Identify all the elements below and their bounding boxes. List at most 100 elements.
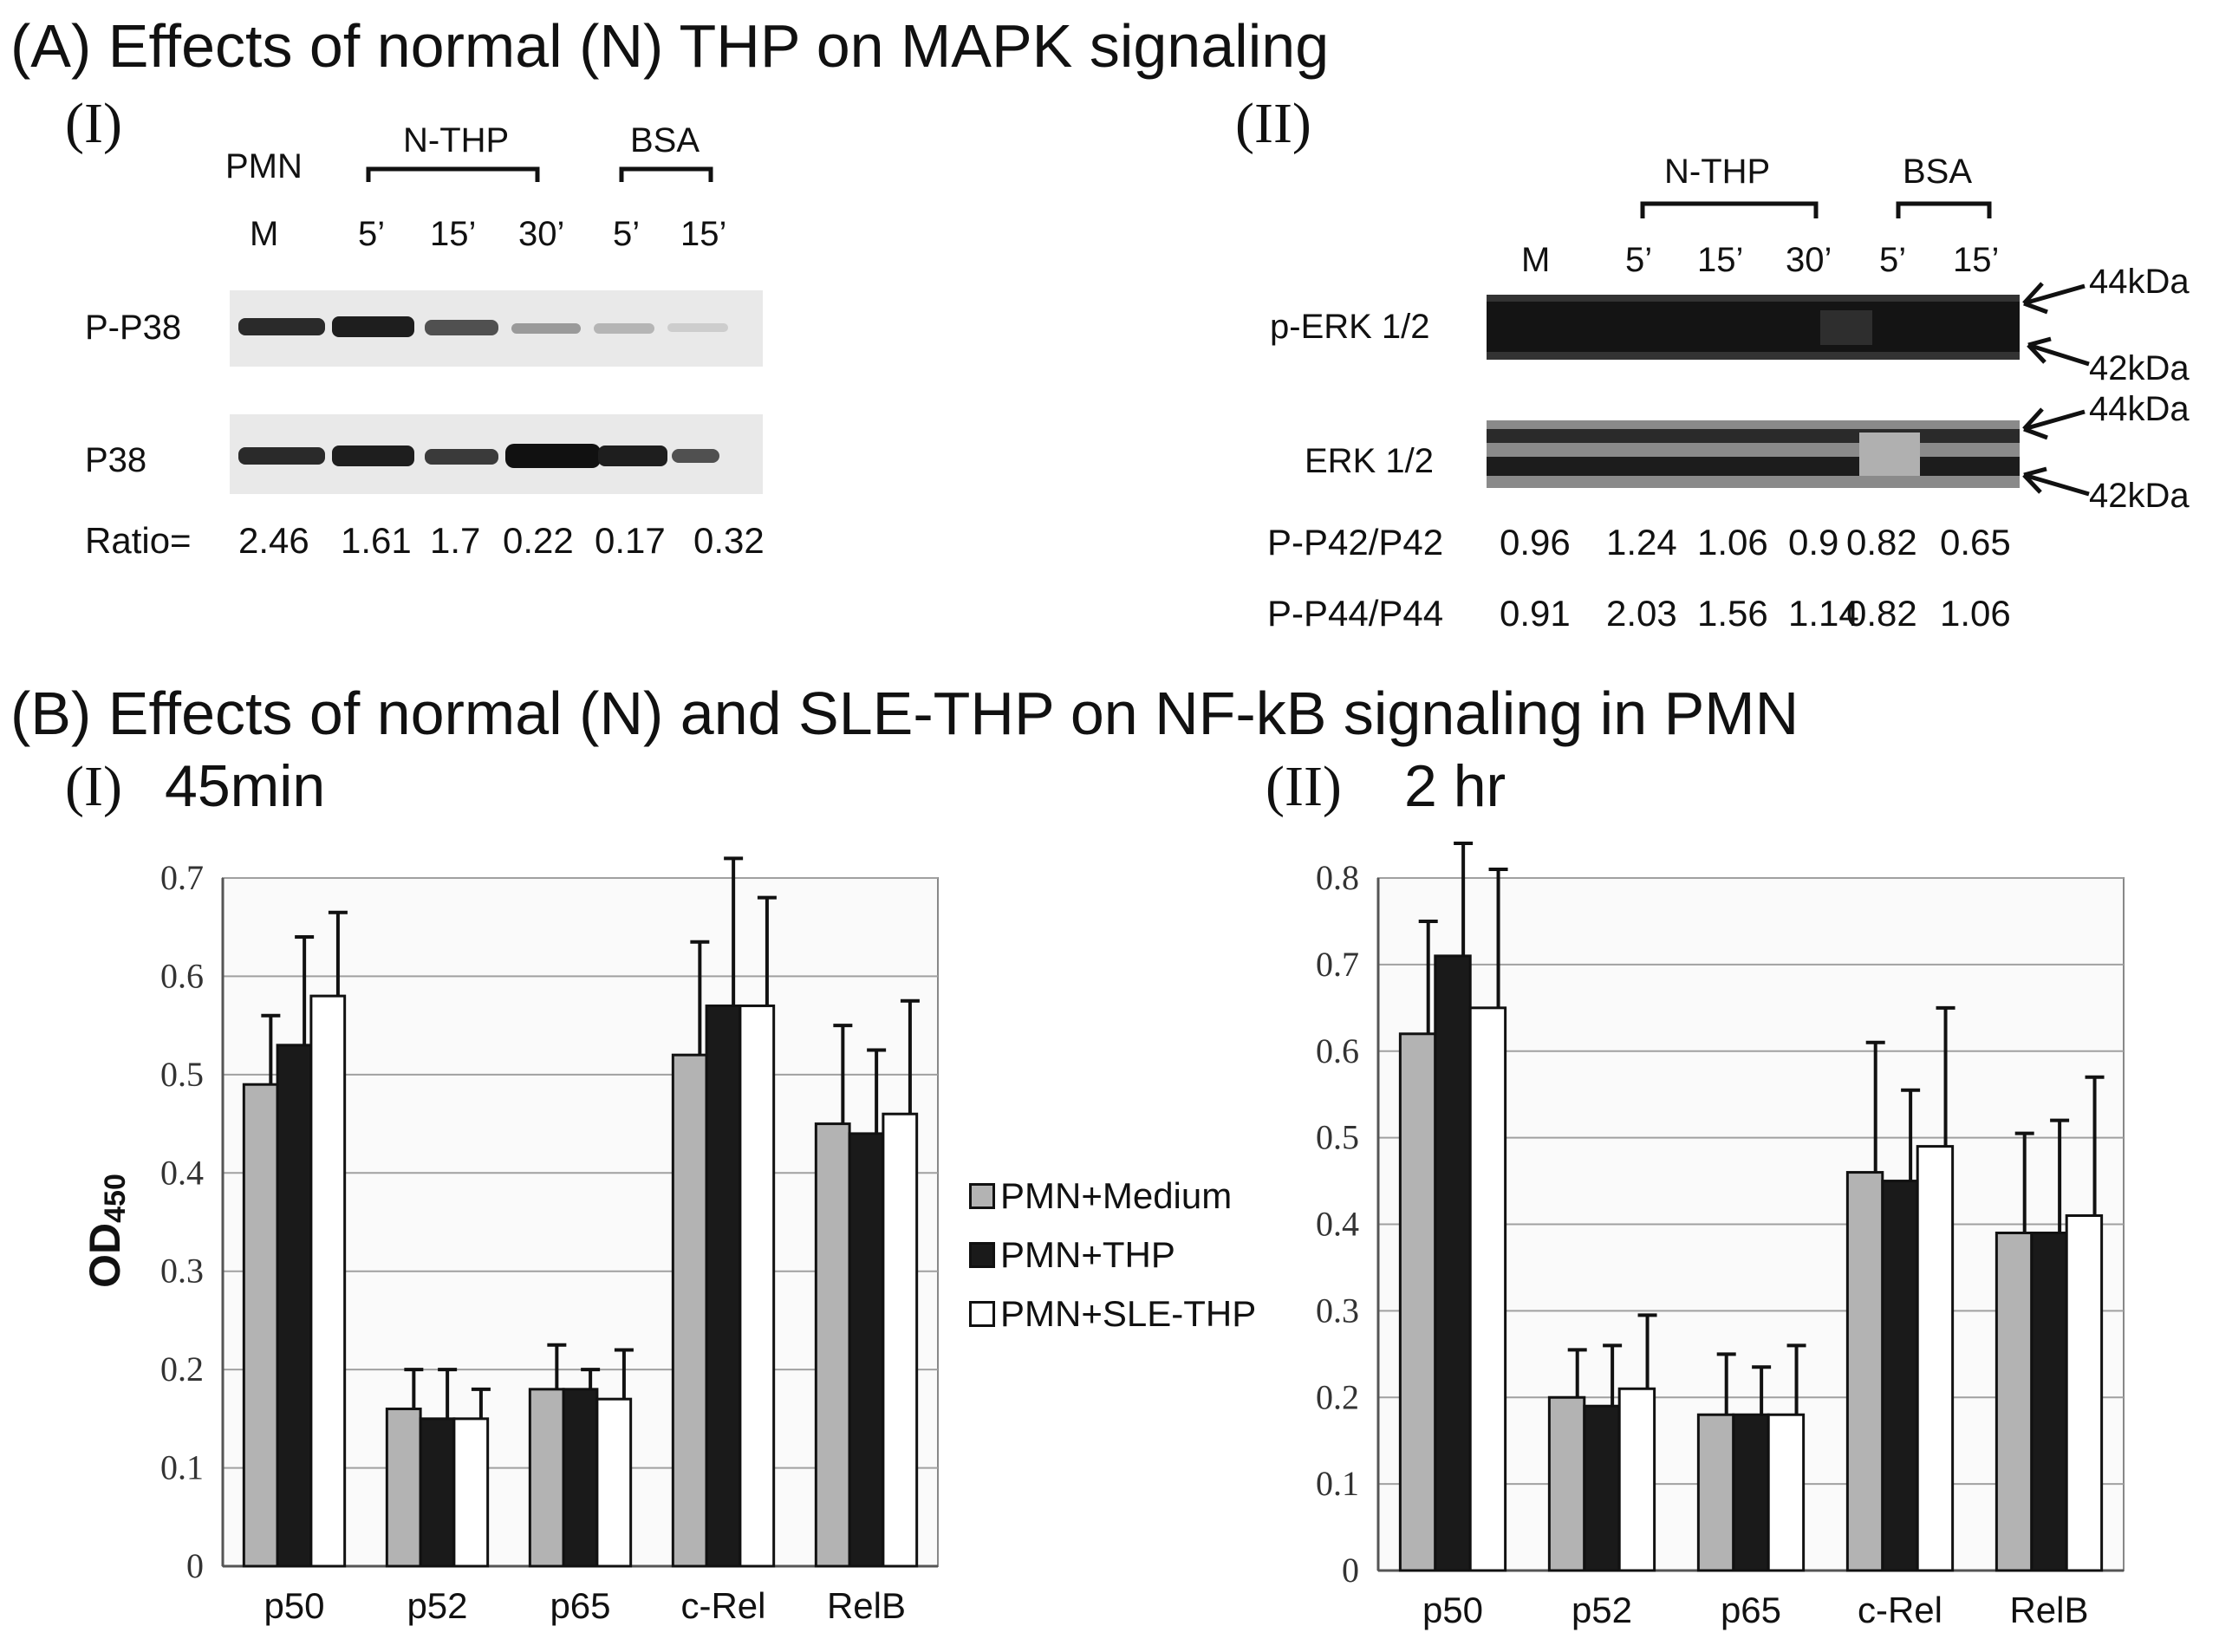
row-label-erk: ERK 1/2 xyxy=(1305,442,1434,480)
lane-label: 15’ xyxy=(1953,241,2000,279)
y-tick-label: 0.4 xyxy=(160,1153,204,1192)
bar-pmn-thp xyxy=(419,1417,456,1568)
panel-a-part-ii-label: (II) xyxy=(1235,92,1311,155)
x-category-label: p52 xyxy=(1572,1590,1632,1630)
ratio-value: 1.06 xyxy=(1697,522,1768,563)
bar-pmn-sle-thp xyxy=(882,1112,919,1568)
ratio-value: 0.91 xyxy=(1500,593,1571,634)
x-category-label: RelB xyxy=(827,1585,906,1626)
lane-label: 5’ xyxy=(358,215,386,253)
bar-pmn-medium xyxy=(814,1122,851,1568)
bar-pmn-sle-thp xyxy=(739,1004,776,1568)
y-tick-label: 0.5 xyxy=(160,1055,204,1094)
y-tick-label: 0.5 xyxy=(1316,1118,1359,1157)
lane-label: 5’ xyxy=(1625,241,1653,279)
lane-label: M xyxy=(250,215,279,253)
y-tick-label: 0 xyxy=(186,1546,204,1585)
legend: PMN+Medium PMN+THP PMN+SLE-THP xyxy=(969,1167,1256,1343)
bar-pmn-sle-thp xyxy=(1617,1387,1656,1572)
chart-2-roman: (II) xyxy=(1266,755,1342,818)
x-category-label: p65 xyxy=(550,1585,610,1626)
ratio-value: 0.9 xyxy=(1788,522,1839,563)
bar-pmn-medium xyxy=(1696,1413,1735,1572)
y-tick-label: 0.1 xyxy=(1316,1464,1359,1503)
ratio-value: 0.17 xyxy=(595,520,666,561)
ratio-value: 1.06 xyxy=(1940,593,2011,634)
ratio-value: 1.24 xyxy=(1606,522,1677,563)
legend-swatch-medium xyxy=(969,1183,995,1209)
ratio-value: 2.03 xyxy=(1606,593,1677,634)
ratio-value: 1.7 xyxy=(430,520,481,561)
legend-swatch-thp xyxy=(969,1242,995,1268)
bar-pmn-sle-thp xyxy=(309,994,347,1568)
western-blot-p38 xyxy=(230,414,763,494)
legend-swatch-sle xyxy=(969,1301,995,1327)
row-label-p38: P38 xyxy=(85,441,147,479)
bar-pmn-medium xyxy=(1845,1171,1884,1572)
bar-pmn-sle-thp xyxy=(595,1397,633,1568)
x-category-label: c-Rel xyxy=(1858,1590,1942,1630)
x-category-label: RelB xyxy=(2009,1590,2088,1630)
kda-marker: 42kDa xyxy=(2089,477,2190,515)
bar-pmn-medium xyxy=(1398,1032,1437,1572)
ratio-label: Ratio= xyxy=(85,520,192,561)
ratio-label: P-P44/P44 xyxy=(1267,593,1444,634)
y-tick-label: 0.2 xyxy=(160,1350,204,1389)
legend-item-medium: PMN+Medium xyxy=(969,1167,1256,1226)
group-label-bsa: BSA xyxy=(1903,153,1973,191)
bar-pmn-medium xyxy=(1547,1395,1586,1572)
ratio-value: 1.14 xyxy=(1788,593,1859,634)
y-tick-label: 0.4 xyxy=(1316,1205,1359,1244)
chart-2-time: 2 hr xyxy=(1404,753,1506,819)
lane-label: 30’ xyxy=(1786,241,1832,279)
bar-pmn-sle-thp xyxy=(1916,1145,1955,1572)
y-tick-label: 0 xyxy=(1342,1551,1359,1590)
group-label-nthp: N-THP xyxy=(403,121,510,159)
western-blot-p-erk xyxy=(1487,295,2020,360)
bar-pmn-thp xyxy=(276,1044,313,1568)
bar-pmn-medium xyxy=(242,1083,279,1568)
group-label-bsa: BSA xyxy=(630,121,700,159)
legend-label: PMN+THP xyxy=(1000,1234,1175,1275)
ratio-value: 0.22 xyxy=(503,520,574,561)
bar-pmn-medium xyxy=(671,1053,708,1568)
bar-pmn-thp xyxy=(848,1132,885,1568)
bar-pmn-thp xyxy=(1881,1180,1919,1572)
y-tick-label: 0.3 xyxy=(160,1252,204,1291)
lane-label: 15’ xyxy=(430,215,477,253)
bar-pmn-thp xyxy=(1434,954,1472,1572)
bar-pmn-medium xyxy=(1994,1231,2034,1572)
chart-1-time: 45min xyxy=(165,753,326,819)
ratio-value: 0.32 xyxy=(693,520,765,561)
bar-pmn-sle-thp xyxy=(2065,1214,2104,1572)
lane-label: 30’ xyxy=(518,215,565,253)
kda-marker: 44kDa xyxy=(2089,263,2190,301)
legend-item-sle: PMN+SLE-THP xyxy=(969,1285,1256,1343)
chart-1-roman: (I) xyxy=(65,755,122,818)
bar-pmn-thp xyxy=(705,1004,742,1568)
bar-pmn-thp xyxy=(1732,1413,1770,1572)
bar-pmn-thp xyxy=(1583,1404,1621,1572)
bar-pmn-sle-thp xyxy=(1468,1006,1507,1572)
panel-a-part-i-label: (I) xyxy=(65,92,122,155)
panel-a-title: (A) Effects of normal (N) THP on MAPK si… xyxy=(10,12,1330,80)
ratio-value: 0.96 xyxy=(1500,522,1571,563)
y-tick-label: 0.6 xyxy=(1316,1031,1359,1070)
bar-pmn-medium xyxy=(385,1408,422,1568)
x-category-label: p50 xyxy=(264,1585,324,1626)
y-tick-label: 0.6 xyxy=(160,956,204,995)
y-tick-label: 0.3 xyxy=(1316,1291,1359,1330)
lane-label: 15’ xyxy=(680,215,727,253)
x-category-label: p65 xyxy=(1721,1590,1781,1630)
y-tick-label: 0.1 xyxy=(160,1448,204,1487)
ratio-label: P-P42/P42 xyxy=(1267,522,1444,563)
bar-pmn-thp xyxy=(2030,1231,2068,1572)
western-blot-erk xyxy=(1487,420,2020,488)
ratio-value: 2.46 xyxy=(238,520,309,561)
ratio-value: 0.82 xyxy=(1846,593,1917,634)
ratio-value: 1.61 xyxy=(341,520,412,561)
bar-pmn-sle-thp xyxy=(452,1417,490,1568)
x-category-label: p50 xyxy=(1422,1590,1483,1630)
ratio-value: 0.82 xyxy=(1846,522,1917,563)
